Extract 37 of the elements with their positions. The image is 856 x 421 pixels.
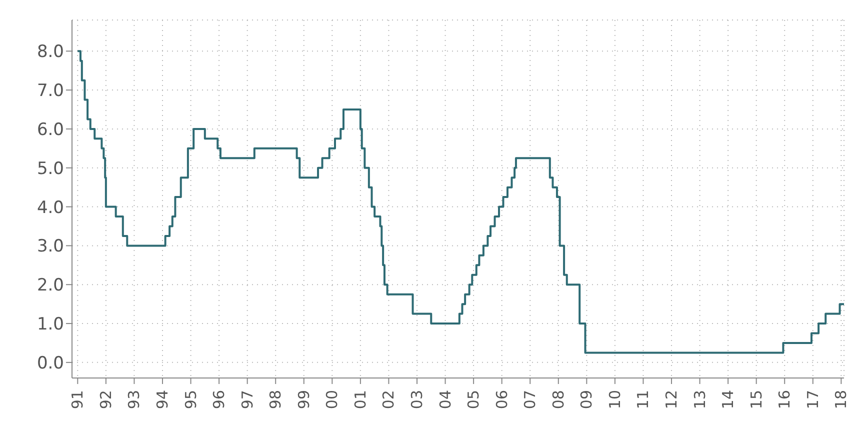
y-tick-label: 1.0: [36, 314, 64, 335]
x-tick-label: 92: [96, 390, 115, 410]
x-tick-label: 15: [747, 390, 766, 410]
x-tick-label: 97: [238, 390, 256, 410]
y-tick-label: 4.0: [36, 198, 64, 218]
x-tick-label: 12: [662, 390, 680, 410]
x-tick-label: 11: [634, 390, 652, 410]
x-tick-label: 03: [408, 390, 426, 410]
x-tick-label: 94: [153, 390, 172, 410]
y-tick-label: 0.0: [36, 353, 64, 374]
x-tick-label: 08: [549, 390, 568, 410]
x-tick-label: 91: [68, 390, 87, 410]
y-tick-label: 7.0: [36, 81, 64, 102]
x-tick-label: 16: [776, 390, 794, 410]
x-tick-label: 18: [832, 390, 850, 410]
x-tick-label: 96: [210, 390, 228, 410]
y-tick-label: 5.0: [36, 158, 64, 179]
x-tick-label: 04: [436, 390, 454, 410]
y-tick-label: 8.0: [36, 42, 64, 62]
x-tick-label: 01: [351, 390, 370, 410]
x-tick-label: 14: [719, 390, 738, 410]
x-tick-label: 07: [521, 390, 540, 410]
x-tick-label: 95: [182, 390, 200, 410]
y-tick-label: 3.0: [36, 236, 64, 257]
x-tick-label: 00: [323, 390, 342, 410]
x-tick-label: 06: [492, 390, 511, 410]
x-tick-label: 10: [606, 390, 624, 410]
x-tick-label: 09: [578, 390, 596, 410]
x-tick-label: 93: [125, 390, 144, 410]
y-tick-label: 6.0: [36, 120, 64, 140]
x-tick-label: 02: [380, 390, 398, 410]
x-tick-label: 17: [804, 390, 822, 410]
y-tick-label: 2.0: [36, 276, 64, 296]
x-tick-label: 98: [266, 390, 285, 410]
x-tick-label: 05: [464, 390, 483, 410]
x-tick-label: 99: [294, 390, 313, 410]
x-tick-label: 13: [690, 390, 709, 410]
